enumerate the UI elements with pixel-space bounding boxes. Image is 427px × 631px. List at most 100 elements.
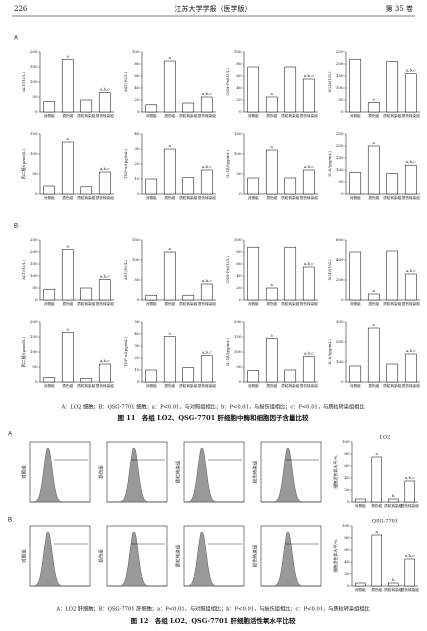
bar	[182, 177, 195, 195]
significance-label: a,b,c	[304, 164, 314, 169]
y-tick-label: 60	[134, 73, 140, 78]
y-tick-label: 100	[234, 237, 242, 242]
x-tick-label: 质粒转染组	[384, 587, 402, 592]
significance-label: a	[169, 143, 172, 148]
bar	[404, 164, 417, 195]
bar	[61, 249, 74, 301]
y-tick-label: 50	[236, 171, 242, 176]
x-tick-label: 对照组	[44, 195, 55, 200]
y-tick-label: 10	[134, 367, 140, 372]
y-tick-label: 40	[344, 559, 350, 564]
y-tick-label: 150	[234, 334, 242, 339]
y-axis-label: TNF-α/(pg/mL)	[123, 148, 128, 179]
x-tick-label: 损伤组	[164, 113, 175, 118]
y-tick-label: 50	[32, 364, 38, 369]
bar	[163, 336, 176, 383]
x-tick-label: 对照组	[146, 301, 157, 306]
x-tick-label: 质粒转染组	[384, 503, 402, 508]
x-tick-label: 质粒转染组	[179, 383, 197, 388]
significance-label: a,b,c	[304, 351, 314, 356]
histogram-curve	[261, 531, 321, 587]
bar	[145, 369, 158, 383]
x-tick-label: 对照组	[248, 195, 259, 200]
histogram-curve	[261, 447, 321, 503]
histogram-label: 质粒转染组	[175, 460, 182, 483]
y-tick-label: 40	[344, 475, 350, 480]
y-tick-label: 30	[134, 146, 140, 151]
x-tick-label: 损伤转染组	[96, 195, 114, 200]
y-tick-label: 40	[134, 85, 140, 90]
x-tick-label: 质粒转染组	[383, 113, 401, 118]
x-tick-label: 损伤组	[368, 113, 379, 118]
y-tick-label: 0	[239, 379, 242, 384]
y-tick-label: 20	[344, 571, 350, 576]
bar	[302, 356, 315, 383]
bar	[200, 283, 213, 301]
x-tick-label: 损伤转染组	[198, 301, 216, 306]
y-tick-label: 50	[338, 179, 344, 184]
x-tick-label: 损伤转染组	[198, 113, 216, 118]
significance-label: a,b,c	[100, 166, 110, 171]
significance-label: a	[373, 140, 376, 145]
bar	[182, 367, 195, 383]
y-tick-label: 600	[336, 237, 344, 242]
bar	[80, 378, 93, 383]
bar	[43, 377, 56, 383]
x-tick-label: 对照组	[350, 113, 361, 118]
x-tick-label: 损伤组	[368, 383, 379, 388]
y-tick-label: 150	[336, 155, 344, 160]
bar	[265, 149, 278, 195]
x-tick-label: 损伤组	[266, 383, 277, 388]
y-tick-label: 30	[134, 343, 140, 348]
x-tick-label: 对照组	[44, 301, 55, 306]
y-tick-label: 150	[30, 131, 38, 136]
bar	[80, 99, 93, 113]
chart-title: LO2	[380, 435, 391, 441]
bar	[302, 169, 315, 195]
y-axis-label: SOD/(U/L)	[327, 259, 332, 281]
y-tick-label: 60	[236, 261, 242, 266]
y-tick-label: 100	[336, 359, 344, 364]
y-tick-label: 200	[336, 339, 344, 344]
x-tick-label: 损伤转染组	[96, 113, 114, 118]
y-tick-label: 250	[336, 49, 344, 54]
y-tick-label: 300	[336, 319, 344, 324]
y-axis-label: ALT/(U/L)	[21, 72, 26, 93]
y-tick-label: 50	[338, 97, 344, 102]
bar	[182, 102, 195, 113]
histogram-frame	[183, 525, 245, 587]
y-axis-label: AST/(U/L)	[123, 71, 128, 93]
x-tick-label: 质粒转染组	[281, 113, 299, 118]
y-tick-label: 20	[134, 161, 140, 166]
x-tick-label: 质粒转染组	[383, 195, 401, 200]
y-tick-label: 0	[341, 191, 344, 196]
histogram-curve	[184, 531, 244, 587]
y-tick-label: 100	[30, 349, 38, 354]
y-tick-label: 0	[35, 379, 38, 384]
y-tick-label: 100	[336, 167, 344, 172]
y-tick-label: 250	[336, 131, 344, 136]
bar	[404, 73, 417, 113]
x-tick-label: 损伤组	[62, 195, 73, 200]
y-tick-label: 0	[341, 109, 344, 114]
y-tick-label: 150	[336, 73, 344, 78]
bar	[284, 177, 297, 195]
significance-label: a,b,c	[100, 87, 110, 92]
bar	[98, 92, 111, 113]
histogram-label: 损伤组	[98, 465, 105, 479]
x-tick-label: 损伤组	[164, 195, 175, 200]
y-tick-label: 0	[137, 191, 140, 196]
bar	[349, 58, 362, 113]
x-tick-label: 损伤转染组	[401, 503, 419, 508]
x-tick-label: 损伤组	[266, 113, 277, 118]
histogram-label: 损伤组	[98, 549, 105, 563]
bar	[404, 480, 415, 503]
bar	[265, 287, 278, 301]
y-tick-label: 10	[134, 176, 140, 181]
y-tick-label: 80	[134, 61, 140, 66]
y-tick-label: 60	[344, 547, 350, 552]
x-tick-label: 对照组	[248, 301, 259, 306]
y-tick-label: 50	[32, 171, 38, 176]
significance-label: b	[392, 577, 395, 582]
